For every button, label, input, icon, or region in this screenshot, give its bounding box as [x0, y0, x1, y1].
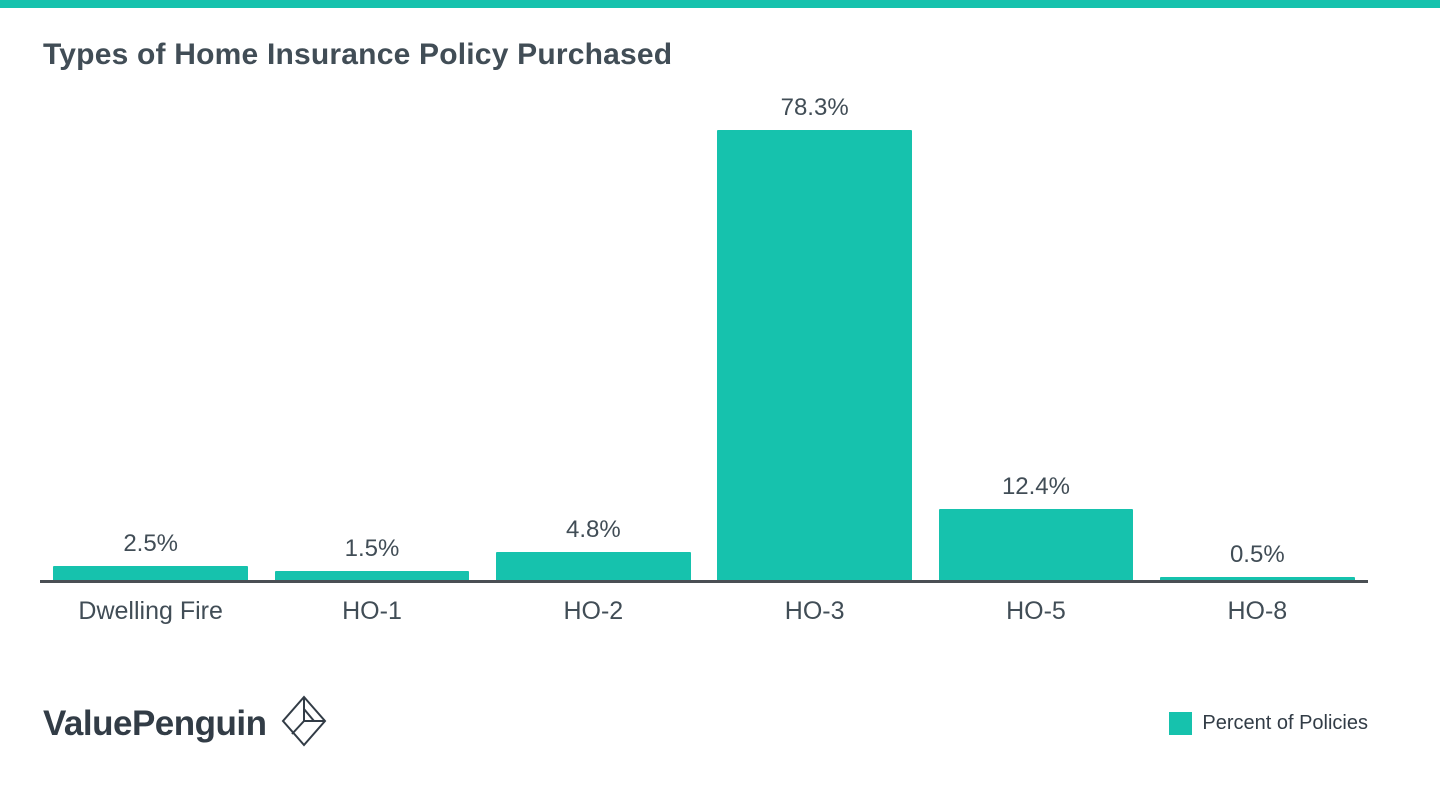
x-axis-label-ho-2: HO-2 [563, 597, 624, 625]
bar-value-label: 2.5% [123, 530, 179, 557]
bar-value-label: 12.4% [1001, 473, 1070, 500]
bar-group: 4.8% [483, 88, 704, 580]
bar-value-label: 78.3% [780, 94, 849, 121]
chart-title: Types of Home Insurance Policy Purchased [43, 38, 673, 71]
bar-value-label: 4.8% [565, 516, 621, 543]
bar-group: 0.5% [1147, 88, 1368, 580]
bar-value-label: 1.5% [344, 535, 400, 562]
bar-group: 1.5% [261, 88, 482, 580]
legend: Percent of Policies [1169, 712, 1368, 735]
plot-area: 2.5% 1.5% 4.8% 78.3% 12.4% 0.5% [40, 88, 1368, 583]
bar-ho-5 [938, 509, 1134, 580]
x-axis-label-dwelling-fire: Dwelling Fire [78, 597, 223, 625]
x-axis-label-ho-3: HO-3 [784, 597, 845, 625]
bar-ho-2 [495, 552, 691, 580]
bar-ho-3 [717, 130, 913, 580]
x-axis-label-ho-1: HO-1 [342, 597, 402, 625]
bar-group: 12.4% [925, 88, 1146, 580]
top-accent-bar [0, 0, 1440, 8]
bar-ho-8 [1159, 577, 1355, 580]
penguin-logo-icon [281, 695, 327, 752]
bar-group: 78.3% [704, 88, 925, 580]
bar-ho-1 [274, 571, 470, 580]
legend-swatch [1169, 712, 1193, 735]
bar-group: 2.5% [40, 88, 261, 580]
brand-logo: ValuePenguin [43, 695, 327, 752]
legend-label: Percent of Policies [1202, 712, 1368, 734]
x-axis-label-ho-5: HO-5 [1006, 597, 1066, 625]
brand-name: ValuePenguin [43, 703, 267, 743]
chart-container: 2.5% 1.5% 4.8% 78.3% 12.4% 0.5% Dwelling Fire… [40, 88, 1368, 626]
bar-dwelling-fire [53, 566, 249, 580]
bar-value-label: 0.5% [1229, 541, 1285, 568]
x-axis-labels: Dwelling Fire HO-1 HO-2 HO-3 HO-5 HO-8 [40, 597, 1368, 626]
chart-footer: ValuePenguin Percent of Policies [43, 695, 1368, 752]
x-axis-label-ho-8: HO-8 [1227, 597, 1288, 625]
